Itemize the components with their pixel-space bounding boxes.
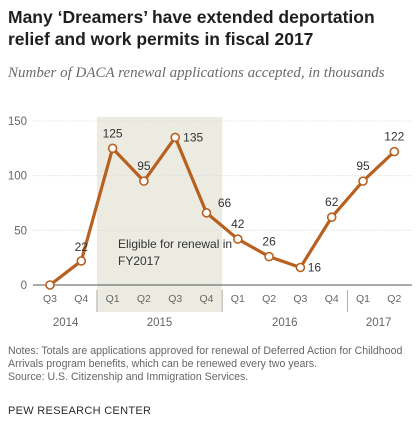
data-point — [170, 132, 180, 143]
data-point — [45, 280, 55, 290]
data-label: 26 — [262, 235, 276, 249]
data-label: 95 — [137, 159, 151, 173]
data-point — [389, 146, 400, 157]
data-point — [233, 234, 243, 244]
data-point — [264, 251, 274, 262]
organization-name: PEW RESEARCH CENTER — [8, 405, 152, 417]
x-tick-label: Q1 — [106, 293, 120, 305]
x-tick-label: Q3 — [43, 293, 57, 305]
data-label: 135 — [183, 130, 203, 144]
data-label: 42 — [231, 217, 245, 231]
data-label: 122 — [384, 130, 404, 144]
data-point — [107, 143, 118, 154]
line-chart: 0 50 100 150 Q3 Q4 Q1 Q2 Q3 Q4 Q1 Q2 Q3 Q4 Q1 Q2 2014 201… — [8, 116, 412, 329]
y-tick-label: 100 — [8, 171, 27, 183]
year-label: 2015 — [147, 317, 173, 329]
x-tick-label: Q2 — [262, 293, 276, 305]
data-label: 95 — [356, 159, 370, 173]
x-tick-label: Q4 — [74, 293, 88, 305]
data-point — [326, 212, 337, 223]
y-tick-label: 150 — [8, 116, 27, 128]
x-tick-label: Q1 — [231, 293, 245, 305]
highlight-label: Eligible for renewal in — [118, 237, 232, 251]
chart-notes: Notes: Totals are applications approved … — [8, 345, 416, 384]
data-point — [76, 256, 87, 266]
x-tick-label: Q1 — [356, 293, 370, 305]
x-tick-label: Q3 — [293, 293, 307, 305]
notes-text: Notes: Totals are applications approved … — [8, 345, 403, 370]
data-point — [358, 176, 368, 186]
x-tick-label: Q3 — [168, 293, 182, 305]
x-tick-label: Q4 — [325, 293, 339, 305]
chart-title: Many ‘Dreamers’ have extended deportatio… — [8, 7, 375, 49]
data-label: 22 — [75, 240, 89, 254]
data-label: 125 — [103, 126, 123, 140]
x-tick-label: Q2 — [137, 293, 151, 305]
year-label: 2016 — [272, 317, 298, 329]
y-tick-label: 50 — [14, 225, 27, 237]
data-label: 62 — [325, 195, 339, 209]
highlight-band — [96, 117, 223, 312]
data-label: 66 — [218, 196, 232, 210]
year-label: 2017 — [366, 317, 392, 329]
highlight-label: FY2017 — [118, 254, 160, 268]
chart-subtitle: Number of DACA renewal applications acce… — [8, 65, 385, 81]
y-tick-label: 0 — [21, 280, 27, 292]
source-text: Source: U.S. Citizenship and Immigration… — [8, 371, 249, 383]
x-tick-label: Q2 — [387, 293, 401, 305]
data-point — [201, 208, 212, 218]
year-label: 2014 — [53, 317, 79, 329]
data-point — [139, 176, 149, 186]
data-label: 16 — [308, 261, 322, 275]
series-line — [49, 135, 396, 287]
x-tick-label: Q4 — [199, 293, 213, 305]
data-point — [295, 262, 306, 273]
